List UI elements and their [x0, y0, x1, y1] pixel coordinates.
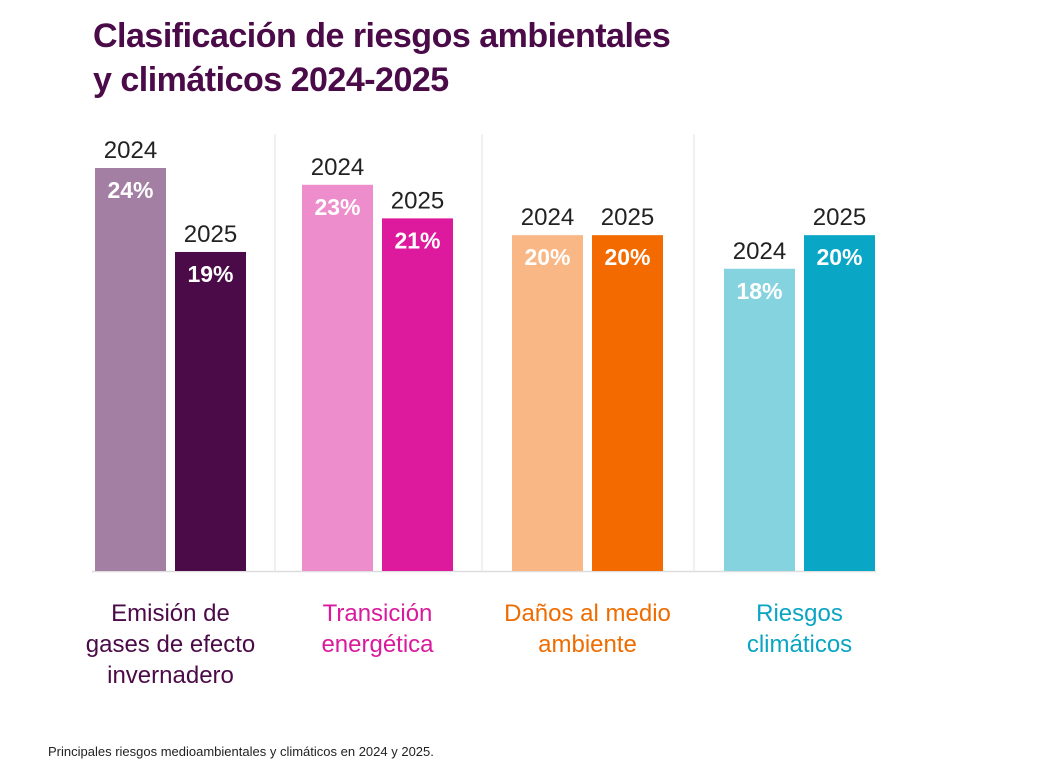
bar-g2-2025: [382, 218, 453, 571]
year-label-g2-2025: 2025: [391, 187, 444, 214]
category-label-2-line-2: energética: [321, 631, 434, 658]
category-label-3-line-2: ambiente: [538, 631, 637, 658]
year-label-g3-2024: 2024: [521, 204, 574, 231]
category-label-3-line-1: Daños al medio: [504, 600, 671, 627]
chart-title: Clasificación de riesgos ambientales y c…: [93, 14, 793, 102]
value-label-g3-2025: 20%: [604, 244, 650, 270]
chart-title-line-2: y climáticos 2024-2025: [93, 61, 449, 99]
value-label-g4-2025: 20%: [816, 244, 862, 270]
category-label-4-line-2: climáticos: [747, 631, 852, 658]
bar-chart: 2024 24% 2025 19% Emisión de gases de efecto i…: [86, 134, 876, 689]
bar-g4-2024: [724, 268, 795, 571]
bar-g2-2024: [302, 184, 373, 571]
value-label-g2-2024: 23%: [314, 194, 360, 220]
bar-g3-2025: [592, 235, 663, 571]
bar-g1-2025: [175, 251, 246, 572]
year-label-g3-2025: 2025: [601, 204, 654, 231]
year-label-g2-2024: 2024: [311, 154, 364, 181]
value-label-g1-2024: 24%: [107, 177, 153, 203]
value-label-g3-2024: 20%: [524, 244, 570, 270]
value-label-g2-2025: 21%: [394, 227, 440, 253]
bar-g1-2024: [95, 168, 166, 571]
category-label-1-line-3: invernadero: [107, 662, 234, 689]
year-label-g4-2024: 2024: [733, 238, 786, 265]
year-label-g1-2024: 2024: [104, 137, 157, 164]
category-label-1-line-2: gases de efecto: [86, 631, 255, 658]
year-label-g4-2025: 2025: [813, 204, 866, 231]
bar-g3-2024: [512, 235, 583, 571]
chart-title-line-1: Clasificación de riesgos ambientales: [93, 17, 671, 55]
value-label-g4-2024: 18%: [736, 278, 782, 304]
bar-g4-2025: [804, 235, 875, 571]
footnote: Principales riesgos medioambientales y c…: [48, 744, 434, 759]
value-label-g1-2025: 19%: [187, 261, 233, 287]
year-label-g1-2025: 2025: [184, 221, 237, 248]
category-label-2-line-1: Transición: [323, 600, 433, 627]
category-label-1-line-1: Emisión de: [111, 600, 230, 627]
category-label-4-line-1: Riesgos: [756, 600, 843, 627]
